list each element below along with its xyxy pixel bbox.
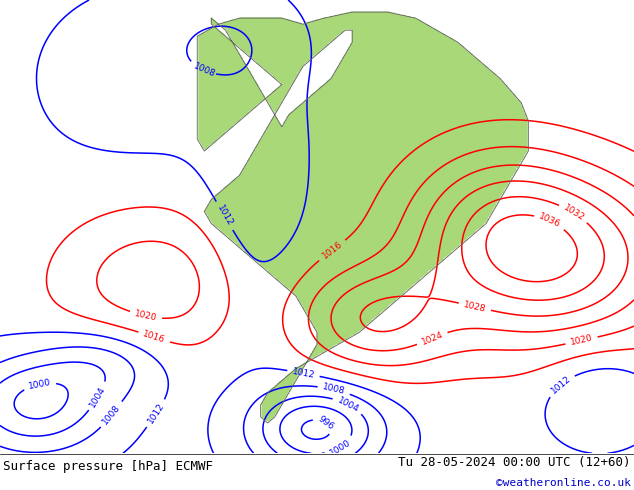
Text: ©weatheronline.co.uk: ©weatheronline.co.uk	[496, 478, 631, 488]
Text: 1012: 1012	[549, 374, 573, 395]
Text: 1020: 1020	[134, 309, 158, 322]
Text: 1028: 1028	[463, 300, 487, 314]
Text: 996: 996	[316, 414, 335, 431]
Text: 1000: 1000	[328, 438, 353, 458]
Text: 1032: 1032	[562, 203, 586, 223]
Text: Tu 28-05-2024 00:00 UTC (12+60): Tu 28-05-2024 00:00 UTC (12+60)	[398, 456, 631, 469]
Text: 1036: 1036	[538, 212, 562, 230]
Text: 1012: 1012	[146, 401, 166, 425]
Text: 1012: 1012	[292, 367, 316, 380]
Text: 1016: 1016	[142, 329, 167, 345]
Text: 1004: 1004	[336, 395, 360, 414]
Text: 1024: 1024	[420, 330, 444, 347]
Text: 1012: 1012	[215, 204, 234, 228]
Text: Surface pressure [hPa] ECMWF: Surface pressure [hPa] ECMWF	[3, 460, 213, 473]
Text: 1008: 1008	[321, 383, 346, 396]
Text: 1008: 1008	[192, 62, 217, 79]
Text: 1004: 1004	[88, 384, 108, 409]
Text: 1008: 1008	[101, 403, 122, 426]
Text: 1000: 1000	[27, 378, 52, 391]
Text: 1020: 1020	[569, 334, 593, 347]
Text: 1016: 1016	[320, 240, 344, 261]
